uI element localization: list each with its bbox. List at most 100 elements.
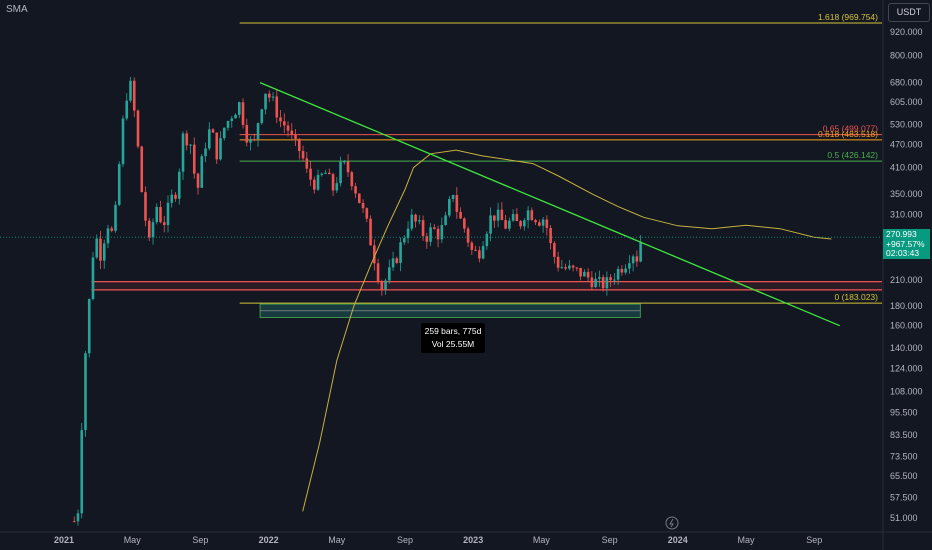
candle-body	[489, 215, 492, 234]
candle-body	[361, 202, 365, 209]
candle-body	[478, 250, 481, 259]
candle-body	[346, 161, 350, 173]
candle-body	[335, 183, 339, 191]
candle-body	[515, 214, 519, 222]
candle-body	[410, 214, 414, 229]
candle-body	[448, 198, 451, 216]
candle-body	[189, 144, 192, 146]
candle-body	[294, 134, 297, 139]
candle-body	[609, 277, 612, 281]
indicator-label[interactable]: SMA	[6, 4, 28, 15]
y-tick-label: 920.000	[890, 27, 923, 37]
currency-selector[interactable]: USDT	[888, 3, 930, 22]
candle-body	[237, 102, 241, 115]
lightning-icon-bolt	[669, 518, 674, 528]
fib-label: 0.618 (483.518)	[818, 129, 878, 139]
candle-body	[222, 127, 226, 139]
candle-body	[316, 174, 320, 190]
candle-body	[463, 218, 466, 229]
chart-zones	[91, 281, 882, 318]
candle-body	[568, 265, 571, 269]
candle-body	[369, 218, 372, 246]
candle-body	[586, 271, 590, 278]
last-price-value: 270.993	[886, 229, 917, 239]
candle-body	[234, 114, 237, 119]
x-tick-label: 2024	[668, 535, 688, 545]
candle-body	[508, 220, 511, 229]
y-tick-label: 108.000	[890, 387, 923, 397]
y-tick-label: 124.000	[890, 364, 923, 374]
candle-body	[560, 267, 564, 269]
candle-body	[177, 171, 181, 199]
candle-body	[159, 206, 162, 223]
candle-body	[162, 222, 166, 226]
candle-body	[594, 278, 597, 288]
x-tick-label: May	[737, 535, 755, 545]
candle-body	[399, 242, 402, 263]
candle-body	[598, 277, 601, 279]
candle-body	[324, 172, 327, 174]
candle-body	[436, 228, 440, 240]
candle-body	[91, 257, 95, 300]
candle-body	[504, 220, 507, 229]
candle-body	[470, 242, 474, 250]
candle-body	[541, 219, 545, 226]
y-tick-label: 65.500	[890, 471, 918, 481]
candle-body	[429, 227, 432, 242]
candle-body	[556, 256, 560, 268]
candle-body	[117, 164, 121, 205]
candle-body	[388, 267, 391, 281]
trendline[interactable]	[259, 81, 841, 327]
x-tick-label: Sep	[192, 535, 208, 545]
candle-body	[481, 246, 485, 259]
measure-volume: Vol 25.55M	[431, 339, 475, 349]
candle-body	[590, 277, 594, 288]
x-tick-label: May	[328, 535, 346, 545]
candle-body	[114, 204, 117, 231]
candle-body	[110, 228, 114, 231]
candle-body	[605, 277, 609, 289]
candle-body	[230, 118, 234, 121]
candle-body	[496, 209, 500, 221]
y-tick-label: 410.000	[890, 163, 923, 173]
price-axis[interactable]: 920.000 800.000 680.000 605.000 530.000 470.0…	[890, 27, 923, 523]
candle-body	[102, 243, 106, 261]
candle-body	[219, 138, 222, 160]
candle-body	[132, 80, 136, 111]
candle-body	[339, 161, 342, 184]
candle-body	[384, 280, 387, 290]
candle-body	[121, 118, 125, 165]
trendline-path	[259, 81, 841, 327]
y-tick-label: 51.000	[890, 513, 918, 523]
y-tick-label: 73.500	[890, 451, 918, 461]
candle-body	[245, 124, 249, 143]
candle-body	[144, 192, 147, 221]
candle-body	[620, 268, 624, 273]
candle-body	[196, 173, 200, 188]
candle-body	[459, 211, 462, 219]
candle-body	[129, 80, 132, 101]
candle-body	[451, 195, 455, 199]
y-tick-label: 140.000	[890, 343, 923, 353]
support-zone	[91, 281, 882, 290]
candle-body	[106, 228, 110, 244]
y-tick-label: 95.500	[890, 407, 918, 417]
candle-body	[538, 222, 541, 226]
candle-body	[271, 96, 275, 98]
y-tick-label: 800.000	[890, 50, 923, 60]
measure-tooltip: 259 bars, 775d Vol 25.55M	[421, 323, 485, 353]
candle-body	[421, 220, 425, 237]
candle-body	[331, 174, 335, 191]
x-tick-label: May	[124, 535, 142, 545]
candle-body	[87, 299, 91, 354]
candle-body	[249, 139, 252, 143]
time-axis[interactable]: 2021 May Sep 2022 May Sep 2023 May Sep 2024 May Sep	[54, 535, 822, 545]
candle-body	[466, 228, 470, 243]
fib-levels[interactable]: 1.618 (969.754) 0.65 (499.077)0.618 (483.…	[239, 12, 882, 304]
candle-body	[414, 214, 417, 222]
candle-body	[174, 194, 177, 199]
candle-body	[616, 268, 620, 280]
candle-body	[312, 179, 316, 190]
candle-body	[241, 102, 245, 125]
